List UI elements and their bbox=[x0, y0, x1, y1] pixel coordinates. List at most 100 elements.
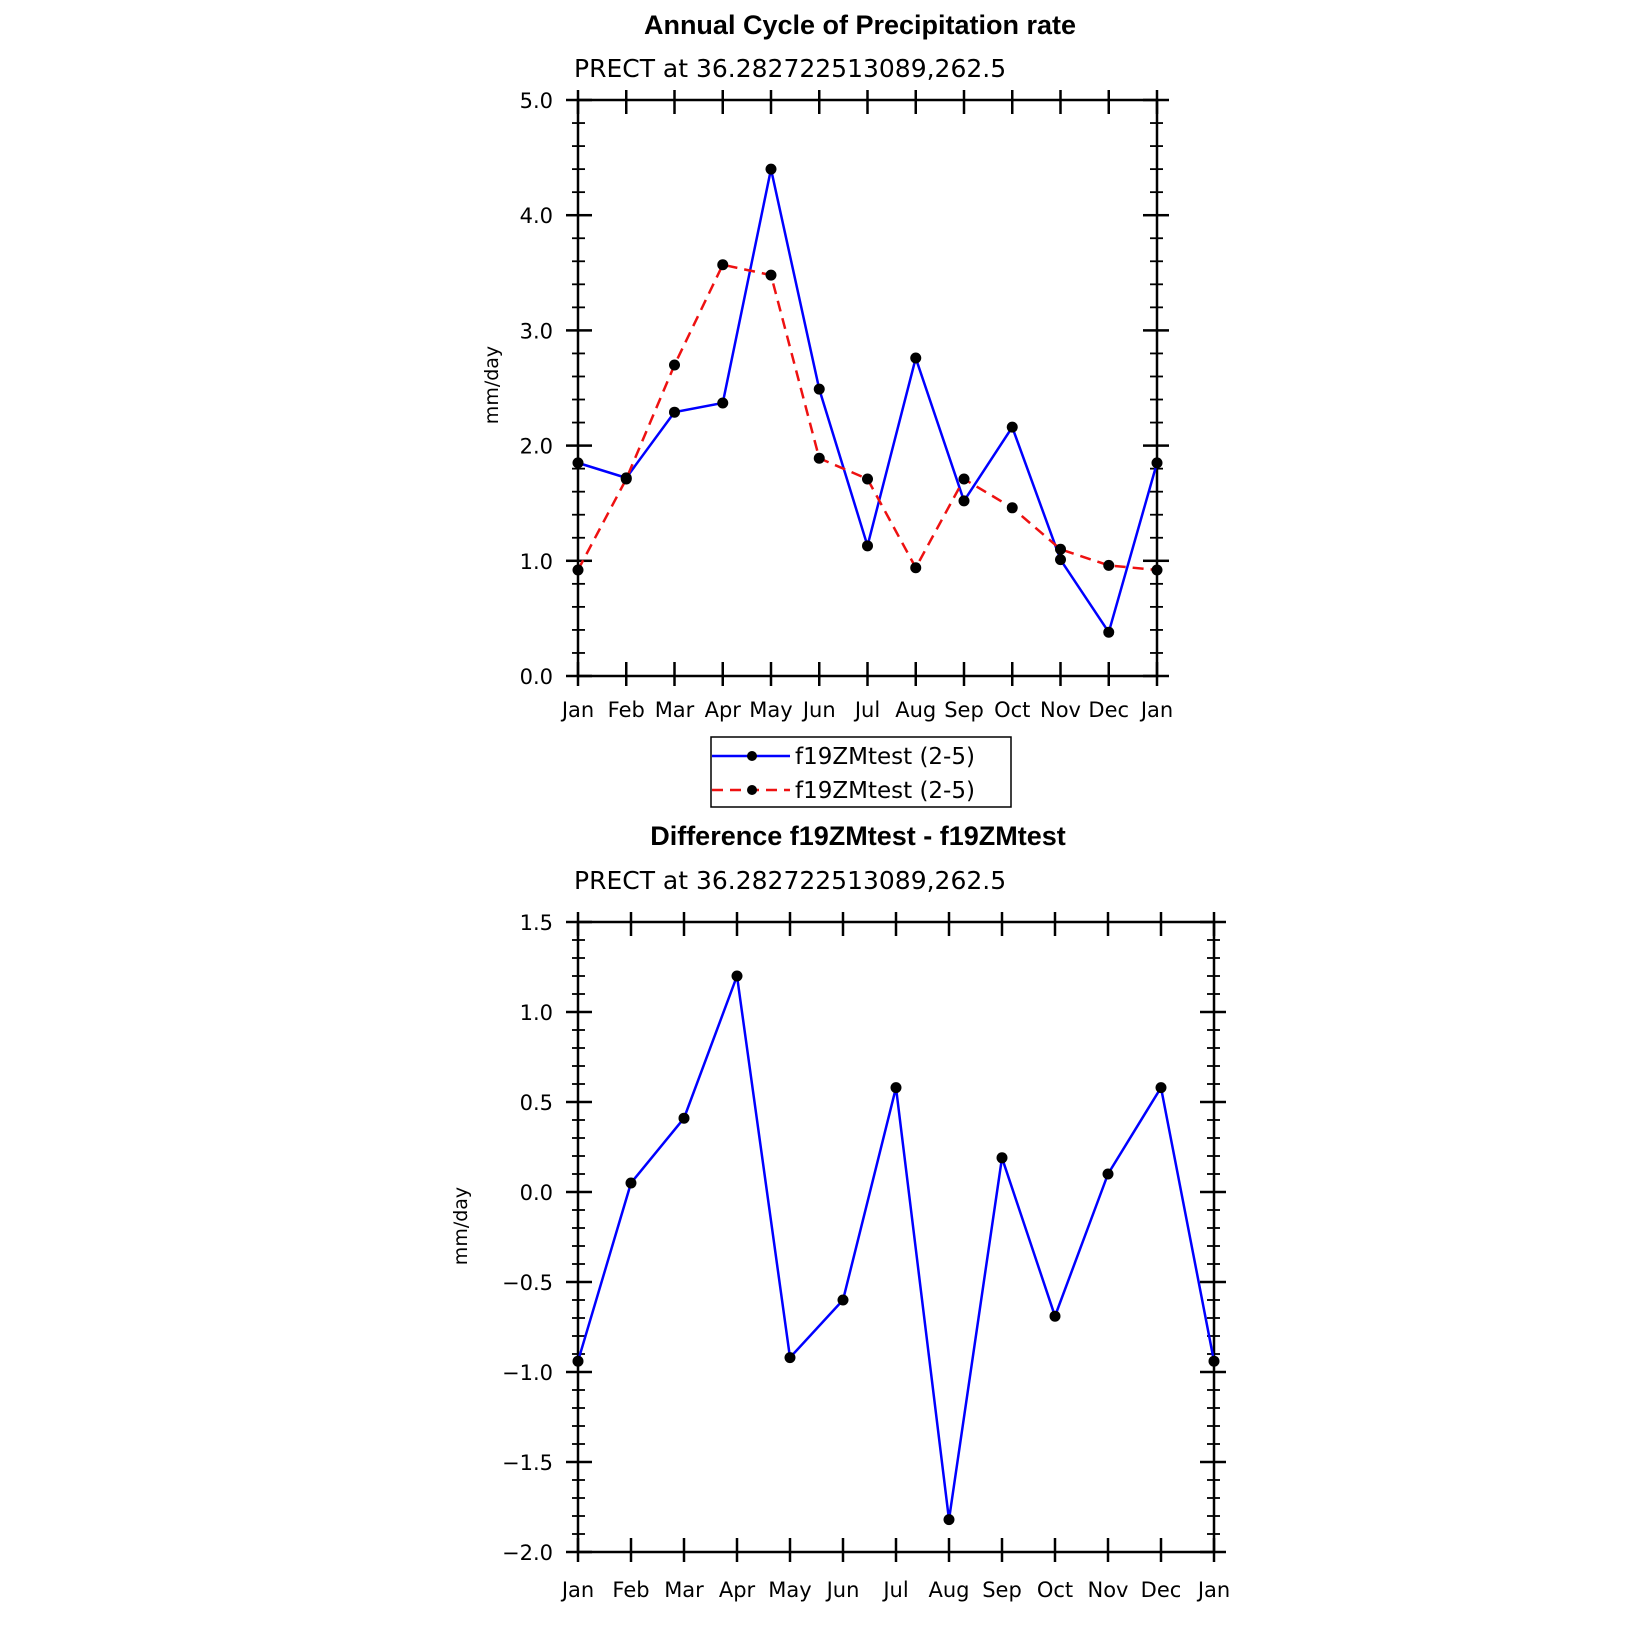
legend-marker-series-2 bbox=[747, 785, 757, 795]
series-1-point bbox=[1006, 421, 1018, 433]
x-tick-label: Aug bbox=[928, 1578, 969, 1602]
series-2-point bbox=[1055, 543, 1066, 555]
series-1-point bbox=[669, 406, 680, 418]
x-tick-label: Dec bbox=[1088, 698, 1129, 722]
series-2-point bbox=[669, 359, 680, 371]
x-tick-label: Oct bbox=[1037, 1578, 1073, 1602]
chart2-x-tick-labels: Jan Feb Mar Apr May Jun Jul Aug Sep Oct Nov Dec Jan bbox=[560, 1578, 1230, 1602]
x-tick-label: Jan bbox=[1196, 1578, 1230, 1602]
x-tick-label: May bbox=[768, 1578, 811, 1602]
legend-box bbox=[710, 736, 1012, 808]
x-tick-label: Jul bbox=[853, 698, 880, 722]
chart1-subtitle: PRECT at 36.282722513089,262.5 bbox=[574, 54, 1006, 83]
legend-marker-series-1 bbox=[747, 751, 757, 761]
series-1-point bbox=[996, 1152, 1008, 1164]
series-1-point bbox=[813, 383, 825, 395]
series-1-point bbox=[1103, 626, 1115, 638]
series-1-point bbox=[1155, 1082, 1167, 1094]
series-1-point bbox=[784, 1352, 796, 1364]
x-tick-label: Feb bbox=[608, 698, 645, 722]
legend-label-series-1: f19ZMtest (2-5) bbox=[795, 744, 975, 770]
x-tick-label: Jun bbox=[825, 1578, 860, 1602]
series-2-point bbox=[572, 564, 584, 576]
chart1-y-axis-label: mm/day bbox=[481, 346, 503, 424]
x-tick-label: Sep bbox=[982, 1578, 1022, 1602]
x-tick-label: Oct bbox=[994, 698, 1030, 722]
series-1-point bbox=[1049, 1310, 1061, 1322]
series-1-point bbox=[862, 540, 873, 552]
x-tick-label: Jan bbox=[560, 1578, 594, 1602]
series-1-point bbox=[765, 163, 777, 175]
series-1-point bbox=[731, 970, 743, 982]
series-2-point bbox=[1006, 502, 1018, 514]
y-tick-label: 1.0 bbox=[520, 1001, 553, 1025]
y-tick-label: −1.5 bbox=[502, 1451, 553, 1475]
series-2-point bbox=[620, 473, 632, 485]
chart2-title: Difference f19ZMtest - f19ZMtest bbox=[650, 821, 1066, 851]
x-tick-label: Jun bbox=[801, 698, 836, 722]
series-2-point bbox=[862, 473, 873, 485]
chart2-y-axis-label: mm/day bbox=[450, 1187, 472, 1265]
plot-border bbox=[576, 920, 1216, 1554]
y-tick-label: −1.0 bbox=[502, 1361, 553, 1385]
chart1-series bbox=[572, 163, 1163, 638]
series-1-point bbox=[958, 495, 970, 507]
series-2-point bbox=[1151, 564, 1163, 576]
chart1-legend: f19ZMtest (2-5) f19ZMtest (2-5) bbox=[710, 736, 1012, 808]
series-line-2 bbox=[576, 263, 1158, 572]
series-1-point bbox=[890, 1082, 902, 1094]
series-line-1 bbox=[576, 975, 1216, 1520]
series-2-point bbox=[813, 452, 825, 464]
x-tick-label: Aug bbox=[895, 698, 936, 722]
x-tick-label: Dec bbox=[1141, 1578, 1182, 1602]
x-tick-label: Nov bbox=[1088, 1578, 1129, 1602]
annual-cycle-chart: Annual Cycle of Precipitation rate PRECT… bbox=[481, 10, 1173, 808]
legend-label-series-2: f19ZMtest (2-5) bbox=[795, 778, 975, 804]
series-1-point bbox=[572, 457, 584, 469]
chart2-y-tick-labels: −2.0 −1.5 −1.0 −0.5 0.0 0.5 1.0 1.5 bbox=[502, 911, 553, 1565]
chart1-x-tick-labels: Jan Feb Mar Apr May Jun Jul Aug Sep Oct Nov Dec Jan bbox=[560, 698, 1173, 722]
chart1-ticks bbox=[566, 90, 1169, 686]
x-tick-label: May bbox=[749, 698, 792, 722]
series-2-point bbox=[1103, 559, 1115, 571]
series-2-point bbox=[910, 562, 922, 574]
y-tick-label: −0.5 bbox=[502, 1271, 553, 1295]
chart1-title: Annual Cycle of Precipitation rate bbox=[644, 10, 1076, 40]
series-1-point bbox=[837, 1294, 849, 1306]
x-tick-label: Jul bbox=[881, 1578, 908, 1602]
y-tick-label: 4.0 bbox=[520, 204, 553, 228]
series-1-point bbox=[1102, 1168, 1114, 1180]
chart1-y-tick-labels: 0.0 1.0 2.0 3.0 4.0 5.0 bbox=[520, 89, 553, 689]
x-tick-label: Mar bbox=[655, 698, 695, 722]
chart2-series bbox=[572, 970, 1220, 1526]
series-1-point bbox=[1208, 1355, 1220, 1367]
series-1-point bbox=[1055, 554, 1066, 566]
chart2-subtitle: PRECT at 36.282722513089,262.5 bbox=[574, 866, 1006, 895]
series-1-point bbox=[678, 1112, 690, 1124]
y-tick-label: 5.0 bbox=[520, 89, 553, 113]
y-tick-label: 0.0 bbox=[520, 665, 553, 689]
y-tick-label: 1.0 bbox=[520, 550, 553, 574]
y-tick-label: 2.0 bbox=[520, 435, 553, 459]
series-1-point bbox=[910, 352, 922, 364]
y-tick-label: 3.0 bbox=[520, 319, 553, 343]
x-tick-label: Apr bbox=[719, 1578, 756, 1602]
series-2-point bbox=[765, 269, 777, 281]
y-tick-label: −2.0 bbox=[502, 1541, 553, 1565]
series-2-point bbox=[717, 259, 729, 271]
x-tick-label: Jan bbox=[1139, 698, 1173, 722]
x-tick-label: Apr bbox=[705, 698, 742, 722]
series-line-1 bbox=[577, 168, 1159, 636]
x-tick-label: Nov bbox=[1040, 698, 1081, 722]
y-tick-label: 0.5 bbox=[520, 1091, 553, 1115]
chart2-plot-frame bbox=[576, 920, 1216, 1554]
chart2-ticks bbox=[566, 912, 1226, 1562]
series-1-point bbox=[943, 1514, 955, 1526]
series-1-point bbox=[1151, 457, 1163, 469]
x-tick-label: Sep bbox=[944, 698, 984, 722]
series-1-point bbox=[717, 397, 729, 409]
x-tick-label: Feb bbox=[612, 1578, 649, 1602]
series-2-point bbox=[958, 473, 970, 485]
